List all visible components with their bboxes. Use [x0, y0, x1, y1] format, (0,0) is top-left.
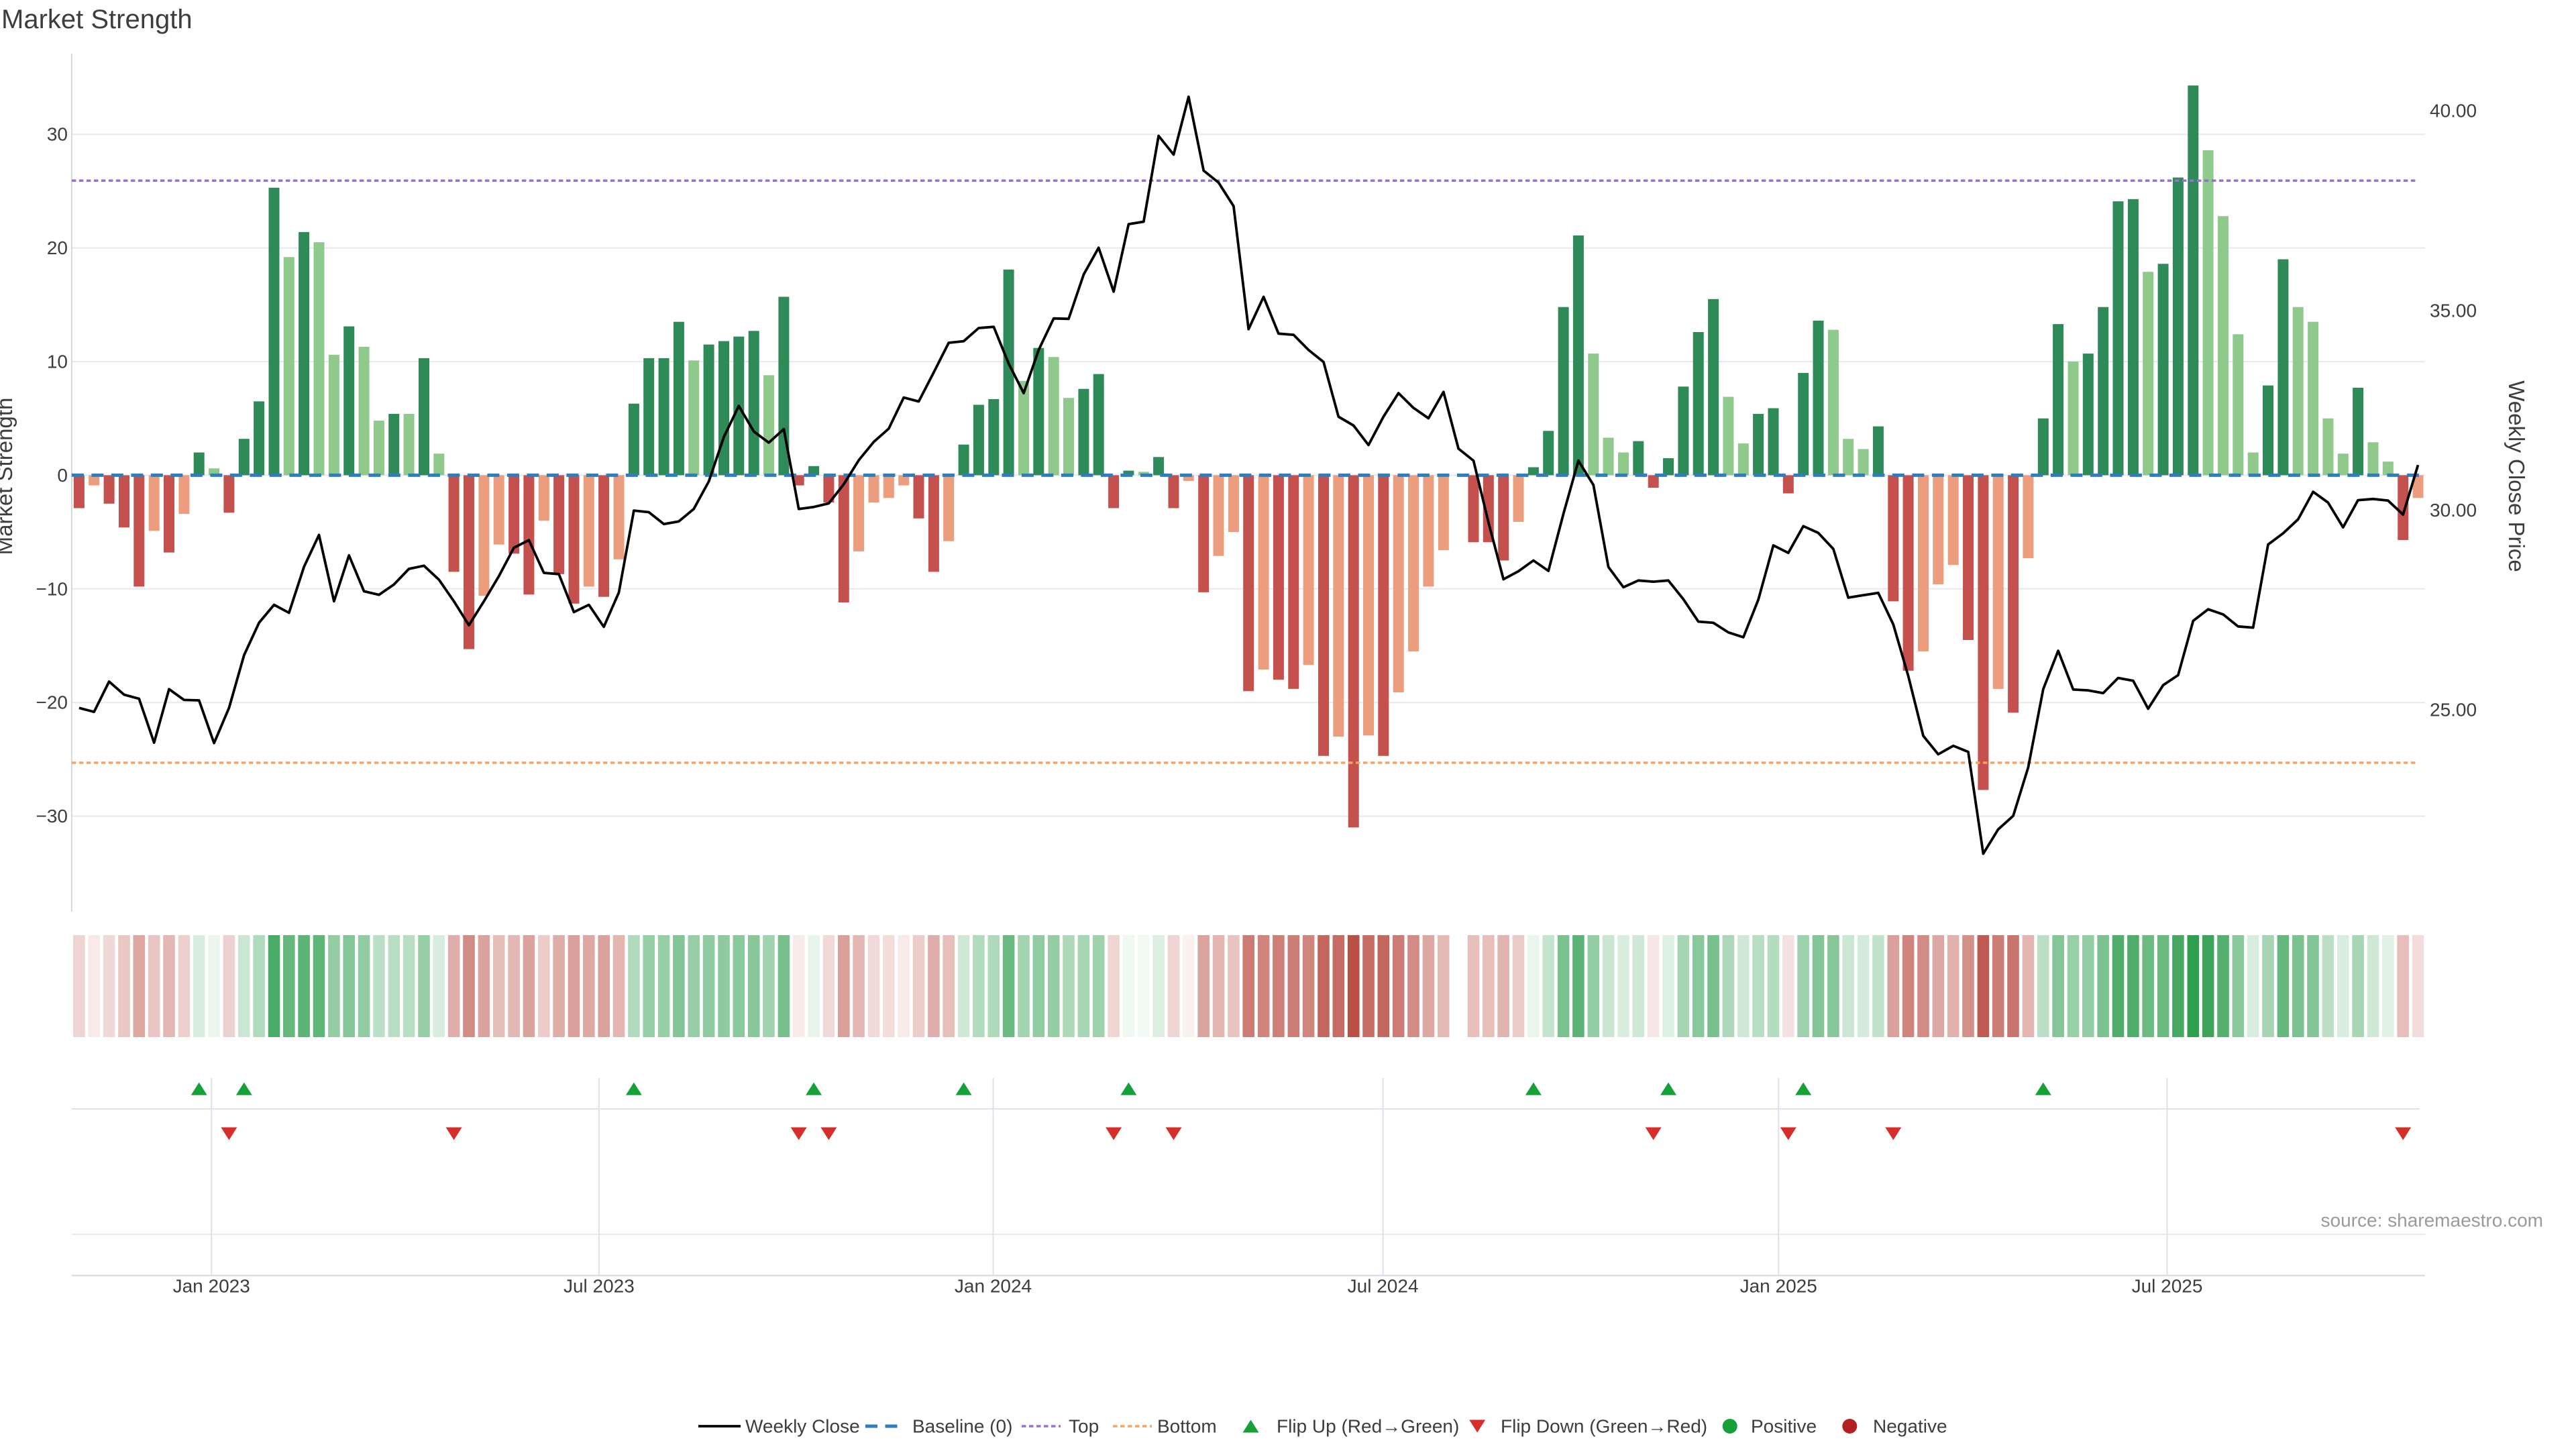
svg-text:35.00: 35.00	[2430, 300, 2477, 321]
svg-text:Positive: Positive	[1751, 1416, 1817, 1437]
svg-text:Bottom: Bottom	[1157, 1416, 1217, 1437]
svg-text:Negative: Negative	[1873, 1416, 1947, 1437]
svg-text:Weekly Close: Weekly Close	[745, 1416, 860, 1437]
svg-text:25.00: 25.00	[2430, 700, 2477, 720]
svg-text:Weekly Close Price: Weekly Close Price	[2504, 380, 2529, 572]
svg-text:Baseline (0): Baseline (0)	[912, 1416, 1012, 1437]
svg-text:Jul 2024: Jul 2024	[1348, 1276, 1419, 1297]
svg-text:Market Strength: Market Strength	[0, 398, 17, 555]
svg-text:−20: −20	[36, 692, 68, 713]
svg-text:Market Strength: Market Strength	[1, 5, 193, 34]
svg-text:20: 20	[47, 237, 68, 258]
svg-text:−10: −10	[36, 578, 68, 599]
svg-text:10: 10	[47, 352, 68, 372]
svg-text:−30: −30	[36, 806, 68, 826]
svg-text:Jan 2025: Jan 2025	[1740, 1276, 1817, 1297]
svg-text:30.00: 30.00	[2430, 500, 2477, 521]
svg-text:Flip Up (Red→Green): Flip Up (Red→Green)	[1277, 1416, 1459, 1437]
svg-text:0: 0	[57, 465, 68, 486]
svg-text:Jan 2024: Jan 2024	[955, 1276, 1032, 1297]
svg-text:Top: Top	[1069, 1416, 1099, 1437]
svg-text:Jul 2025: Jul 2025	[2132, 1276, 2203, 1297]
svg-text:source: sharemaestro.com: source: sharemaestro.com	[2321, 1210, 2543, 1231]
svg-text:30: 30	[47, 124, 68, 145]
svg-text:Jan 2023: Jan 2023	[173, 1276, 250, 1297]
svg-text:Jul 2023: Jul 2023	[564, 1276, 635, 1297]
svg-text:40.00: 40.00	[2430, 101, 2477, 121]
svg-text:Flip Down (Green→Red): Flip Down (Green→Red)	[1501, 1416, 1707, 1437]
